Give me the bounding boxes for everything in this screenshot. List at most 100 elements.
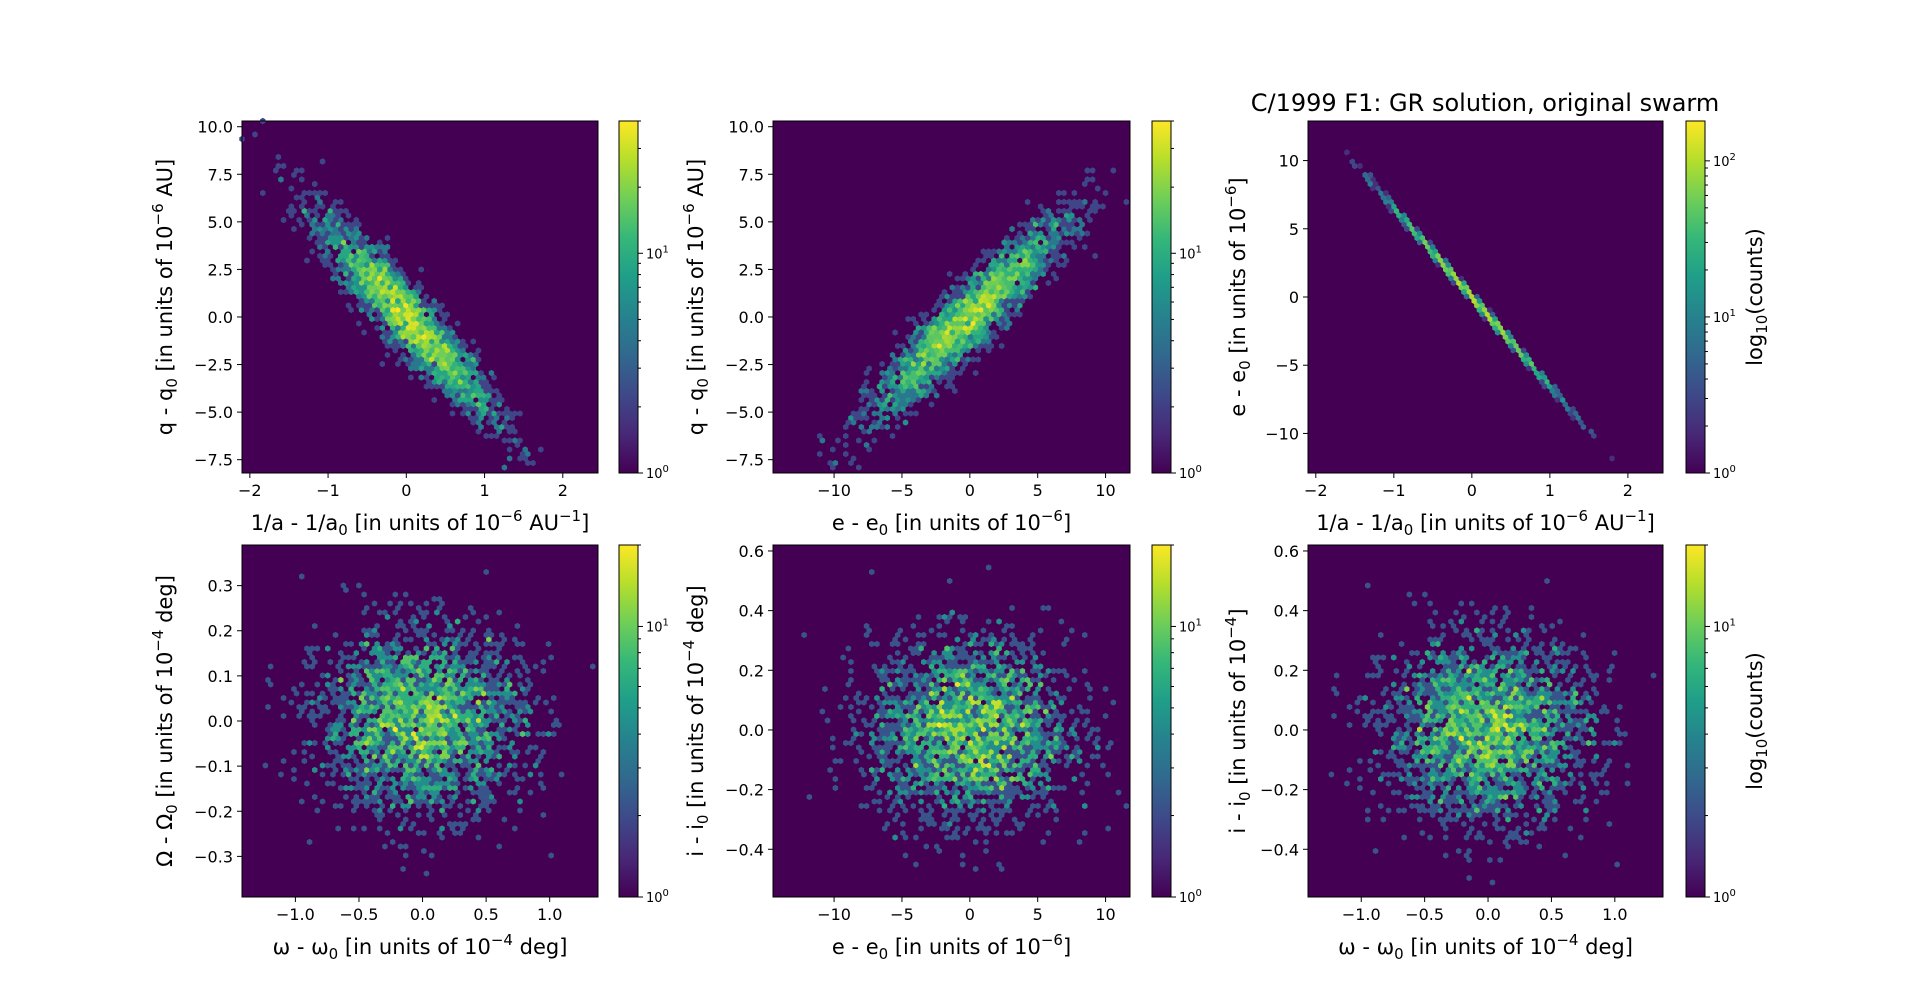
y-tick-label: −2.5 (194, 356, 233, 375)
hexbin-cell (340, 762, 347, 769)
hexbin-cell (1009, 279, 1015, 287)
hexbin-cell (499, 721, 505, 729)
hexbin-cell (517, 681, 523, 688)
hexbin-cell (371, 627, 378, 634)
hexbin-cell (522, 717, 528, 724)
hexbin-cell (325, 735, 331, 742)
hexbin-cell (1006, 239, 1013, 246)
hexbin-cell (985, 302, 992, 309)
hexbin-cell (327, 207, 334, 215)
hexbin-cell (377, 672, 383, 679)
hexbin-cell (345, 744, 352, 751)
hexbin-cell (1549, 378, 1555, 386)
hexbin-cell (1048, 230, 1054, 237)
hexbin-cell (384, 306, 391, 314)
hexbin-cell (1043, 212, 1049, 219)
hexbin-cell (421, 721, 427, 729)
hexbin-cell (351, 699, 357, 706)
hexbin-cell (952, 297, 958, 305)
hexbin-cell (996, 320, 1002, 327)
hexbin-cell (1063, 221, 1070, 228)
hexbin-cell (889, 387, 896, 395)
hexbin-cell (392, 762, 398, 769)
hexbin-cell (972, 342, 979, 350)
hexbin-cell (499, 640, 505, 648)
hexbin-cell (915, 324, 922, 332)
hexbin-cell (452, 784, 458, 792)
hexbin-cell (991, 275, 997, 282)
hexbin-cell (356, 582, 362, 589)
hexbin-cell (483, 793, 489, 801)
hexbin-cell (361, 690, 367, 697)
hexbin-cell (415, 342, 422, 350)
hexbin-cell (988, 315, 994, 323)
hexbin-cell (499, 694, 505, 702)
hexbin-cell (1019, 243, 1026, 251)
hexbin-cell (418, 672, 424, 679)
hexbin-cell (991, 329, 997, 336)
hexbin-cell (1559, 396, 1566, 404)
hexbin-cell (1048, 212, 1054, 219)
hexbin-cell (426, 378, 432, 386)
hexbin-cell (483, 730, 489, 738)
hexbin-cell (934, 338, 940, 345)
hexbin-cell (962, 333, 968, 341)
hexbin-cell (475, 726, 482, 733)
hexbin-cell (395, 631, 401, 639)
x-tick-label: 0 (401, 481, 411, 500)
hexbin-cell (1024, 234, 1031, 242)
hexbin-cell (457, 387, 463, 395)
hexbin-cell (483, 757, 489, 765)
hexbin-cell (473, 369, 479, 377)
hexbin-cell (410, 766, 417, 774)
hexbin-cell (332, 739, 339, 747)
hexbin-cell (358, 261, 365, 269)
hexbin-cell (488, 414, 495, 422)
hexbin-cell (449, 627, 456, 634)
hexbin-cell (996, 284, 1002, 291)
hexbin-cell (397, 708, 404, 715)
hexbin-cell (377, 735, 383, 742)
hexbin-cell (1006, 257, 1013, 264)
hexbin-cell (317, 252, 323, 260)
hexbin-cell (343, 288, 349, 296)
hexbin-cell (970, 293, 976, 300)
hexbin-cell (939, 293, 945, 300)
hexbin-cell (390, 279, 396, 287)
hexbin-cell (467, 360, 474, 368)
hexbin-cell (387, 311, 393, 318)
hexbin-cell (395, 712, 401, 720)
hexbin-cell (377, 293, 383, 300)
hexbin-cell (493, 676, 500, 684)
x-tick-label: 5 (1033, 905, 1043, 924)
hexbin-cell (475, 735, 482, 742)
hexbin-cell (426, 622, 432, 630)
hexbin-cell (454, 338, 461, 345)
hexbin-cell (408, 293, 414, 300)
hexbin-cell (504, 712, 510, 720)
x-tick-label: 0 (1467, 481, 1477, 500)
hexbin-cell (408, 618, 414, 625)
hexbin-cell (293, 167, 300, 174)
hexbin-cell (452, 396, 458, 404)
y-tick-label: −2.5 (725, 356, 764, 375)
hexbin-cell (449, 410, 456, 417)
hexbin-cell (499, 730, 505, 738)
hexbin-cell (384, 279, 391, 287)
hexbin-cell (1087, 207, 1093, 215)
hexbin-cell (499, 631, 505, 639)
hexbin-cell (356, 266, 362, 273)
hexbin-cell (434, 798, 440, 805)
hexbin-cell (1557, 392, 1563, 399)
hexbin-cell (910, 342, 916, 350)
hexbin-cell (480, 771, 487, 778)
hexbin-cell (819, 437, 826, 444)
colorbar-gradient (618, 120, 639, 474)
hexbin-cell (939, 302, 945, 309)
hexbin-cell (913, 338, 919, 345)
hexbin-cell (1079, 230, 1085, 237)
hexbin-cell (345, 284, 352, 291)
hexbin-cell (369, 676, 375, 684)
hexbin-cell (1048, 257, 1054, 264)
hexbin-cell (1037, 230, 1044, 237)
